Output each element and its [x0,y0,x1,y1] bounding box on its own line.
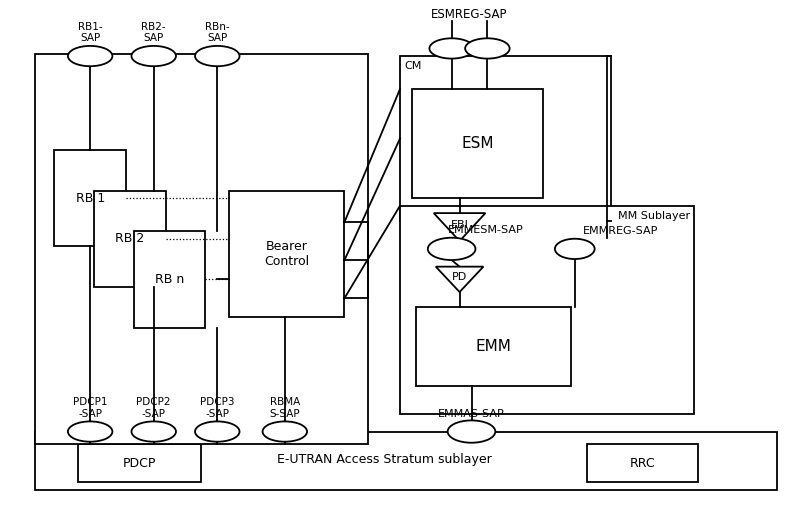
Text: PDCP: PDCP [123,457,157,470]
Ellipse shape [131,421,176,442]
Text: EMMAS-SAP: EMMAS-SAP [438,409,505,419]
Text: RB2-
SAP: RB2- SAP [142,22,166,44]
Bar [34,53,368,444]
Bar [416,307,571,386]
Bar [54,150,126,246]
Ellipse shape [555,239,594,259]
Ellipse shape [68,421,113,442]
Bar [586,444,698,482]
Text: EMM: EMM [475,339,511,354]
Bar [229,190,344,318]
Text: ESM: ESM [462,136,494,151]
Text: CM: CM [404,61,422,71]
Ellipse shape [428,238,475,260]
Ellipse shape [195,46,239,66]
Text: Bearer
Control: Bearer Control [264,240,310,268]
Text: RB1-
SAP: RB1- SAP [78,22,102,44]
Text: PD: PD [452,272,467,282]
Text: ESMREG-SAP: ESMREG-SAP [431,8,508,21]
Text: RB n: RB n [155,273,184,286]
Text: PDCP1
-SAP: PDCP1 -SAP [73,397,107,419]
Ellipse shape [262,421,307,442]
Ellipse shape [448,421,495,443]
Bar [34,431,778,490]
Polygon shape [436,267,483,292]
Bar [94,190,166,287]
Text: EMMESM-SAP: EMMESM-SAP [448,225,523,234]
Ellipse shape [68,46,113,66]
Ellipse shape [465,38,510,58]
Bar [412,89,543,198]
Text: RB 2: RB 2 [115,232,145,245]
Text: E-UTRAN Access Stratum sublayer: E-UTRAN Access Stratum sublayer [277,453,491,466]
Bar [78,444,202,482]
Text: RBMA
S-SAP: RBMA S-SAP [270,397,300,419]
Text: EMMREG-SAP: EMMREG-SAP [582,226,658,236]
Bar [400,56,610,221]
Ellipse shape [195,421,239,442]
Text: RBn-
SAP: RBn- SAP [205,22,230,44]
Text: RB 1: RB 1 [75,192,105,205]
Bar [400,206,694,414]
Text: PDCP2
-SAP: PDCP2 -SAP [137,397,171,419]
Text: MM Sublayer: MM Sublayer [618,211,690,221]
Text: RRC: RRC [630,457,655,470]
Ellipse shape [131,46,176,66]
Polygon shape [434,213,486,241]
Ellipse shape [430,38,474,58]
Bar [134,231,206,327]
Text: EBI: EBI [450,220,469,229]
Text: PDCP3
-SAP: PDCP3 -SAP [200,397,234,419]
